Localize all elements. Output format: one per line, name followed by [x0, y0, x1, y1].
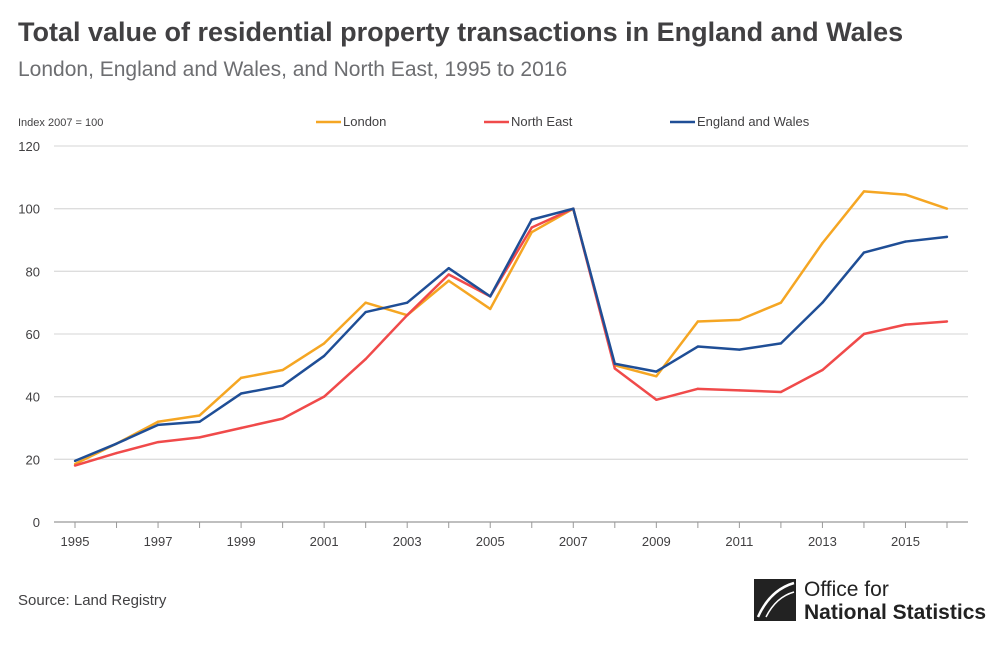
data-point	[862, 332, 866, 336]
y-tick-label: 60	[26, 327, 40, 342]
data-point	[572, 207, 575, 210]
data-point	[364, 301, 367, 304]
source-note: Source: Land Registry	[18, 592, 167, 609]
data-point	[198, 414, 201, 417]
data-point	[904, 240, 907, 243]
data-point	[738, 389, 741, 392]
chart-subtitle: London, England and Wales, and North Eas…	[18, 58, 568, 81]
data-point	[613, 362, 617, 365]
data-point	[281, 417, 284, 420]
chart-title: Total value of residential property tran…	[18, 17, 904, 47]
data-point	[198, 420, 201, 423]
data-point	[530, 218, 533, 221]
data-point	[322, 354, 326, 358]
y-axis-label: Index 2007 = 100	[18, 117, 103, 129]
data-point	[198, 436, 201, 439]
y-tick-label: 0	[33, 515, 40, 530]
y-tick-label: 20	[26, 452, 40, 467]
data-point	[904, 323, 907, 326]
data-point	[489, 307, 492, 311]
legend-label: London	[343, 114, 386, 129]
x-tick-label: 2005	[476, 534, 505, 549]
data-point	[405, 314, 409, 317]
data-point	[779, 390, 783, 394]
data-point	[738, 348, 741, 351]
series-line-england-and-wales	[74, 207, 948, 463]
data-point	[945, 320, 949, 323]
data-point	[281, 384, 284, 387]
data-point	[738, 318, 741, 322]
x-tick-label: 2003	[393, 534, 422, 549]
data-point	[945, 207, 949, 210]
data-point	[821, 241, 824, 245]
data-point	[322, 342, 326, 345]
data-point	[239, 392, 243, 395]
data-point	[447, 273, 450, 276]
data-point	[821, 368, 824, 372]
y-tick-label: 120	[18, 139, 40, 154]
data-point	[405, 301, 409, 304]
series-line-north-east	[74, 207, 948, 467]
data-point	[862, 190, 866, 193]
data-point	[904, 193, 907, 196]
data-point	[156, 440, 160, 444]
data-point	[156, 420, 160, 423]
y-tick-label: 40	[26, 390, 40, 405]
data-point	[945, 235, 949, 239]
y-tick-label: 80	[26, 264, 40, 279]
data-point	[115, 451, 118, 455]
data-point	[779, 301, 783, 304]
x-tick-label: 2013	[808, 534, 837, 549]
data-point	[530, 230, 533, 234]
x-tick-label: 1999	[227, 534, 256, 549]
data-point	[696, 320, 700, 323]
data-point	[115, 442, 118, 445]
data-point	[655, 370, 658, 373]
data-point	[73, 464, 77, 467]
y-tick-label: 100	[18, 202, 40, 217]
data-point	[364, 357, 367, 361]
x-tick-label: 2007	[559, 534, 588, 549]
x-tick-label: 1997	[144, 534, 173, 549]
x-tick-label: 2009	[642, 534, 671, 549]
x-tick-label: 1995	[61, 534, 90, 549]
series-line-london	[74, 190, 948, 466]
data-point	[862, 251, 866, 254]
ons-logo-text: Office for National Statistics	[804, 578, 987, 624]
x-tick-label: 2015	[891, 534, 920, 549]
data-point	[281, 368, 284, 372]
data-point	[489, 295, 492, 298]
data-point	[156, 423, 160, 427]
legend-label: North East	[511, 114, 573, 129]
data-point	[655, 375, 658, 378]
data-point	[239, 426, 243, 430]
data-point	[239, 376, 243, 380]
data-point	[530, 226, 533, 229]
data-point	[779, 342, 783, 345]
data-point	[447, 267, 450, 270]
legend-label: England and Wales	[697, 114, 810, 129]
data-point	[696, 387, 700, 391]
data-point	[655, 398, 658, 401]
data-point	[364, 310, 367, 314]
data-point	[322, 395, 326, 398]
data-point	[821, 301, 824, 304]
x-tick-label: 2011	[725, 534, 753, 549]
data-point	[73, 459, 77, 463]
x-tick-label: 2001	[310, 534, 339, 549]
data-point	[447, 279, 450, 282]
data-point	[696, 345, 700, 348]
data-point	[613, 367, 617, 370]
